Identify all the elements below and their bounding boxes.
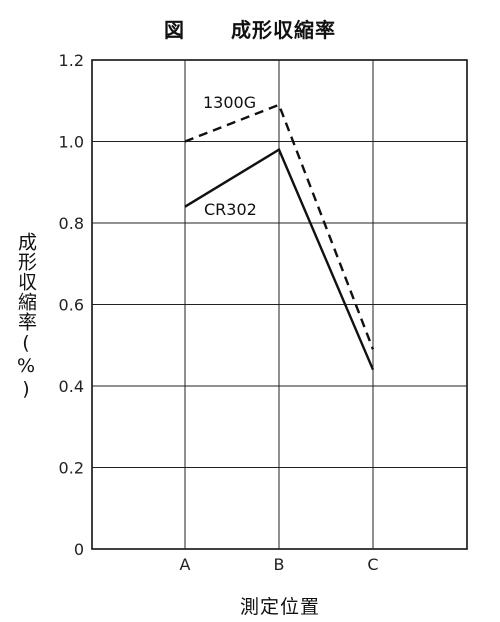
- y-axis-label: 成形収縮率(%): [15, 232, 37, 401]
- x-tick-label: B: [274, 555, 285, 574]
- y-tick-label: 1.2: [59, 51, 84, 70]
- y-tick-label: 0.6: [59, 296, 84, 315]
- y-tick-label: 1.0: [59, 133, 84, 152]
- series-label-1300g: 1300G: [203, 93, 256, 112]
- figure-title: 図 成形収縮率: [0, 14, 500, 43]
- x-axis-label: 測定位置: [239, 596, 320, 618]
- series-label-cr302: CR302: [204, 200, 257, 219]
- y-tick-label: 0.4: [59, 377, 84, 396]
- x-tick-label: A: [180, 555, 191, 574]
- series-line-cr302: [184, 147, 375, 371]
- figure-title-text: 成形収縮率: [231, 18, 336, 42]
- y-tick-label: 0.2: [59, 459, 84, 478]
- x-tick-label: C: [367, 555, 378, 574]
- y-tick-label: 0.8: [59, 214, 84, 233]
- y-tick-label: 0: [74, 540, 84, 559]
- figure-title-prefix: 図: [164, 18, 185, 42]
- series-line-1300g: [184, 103, 375, 350]
